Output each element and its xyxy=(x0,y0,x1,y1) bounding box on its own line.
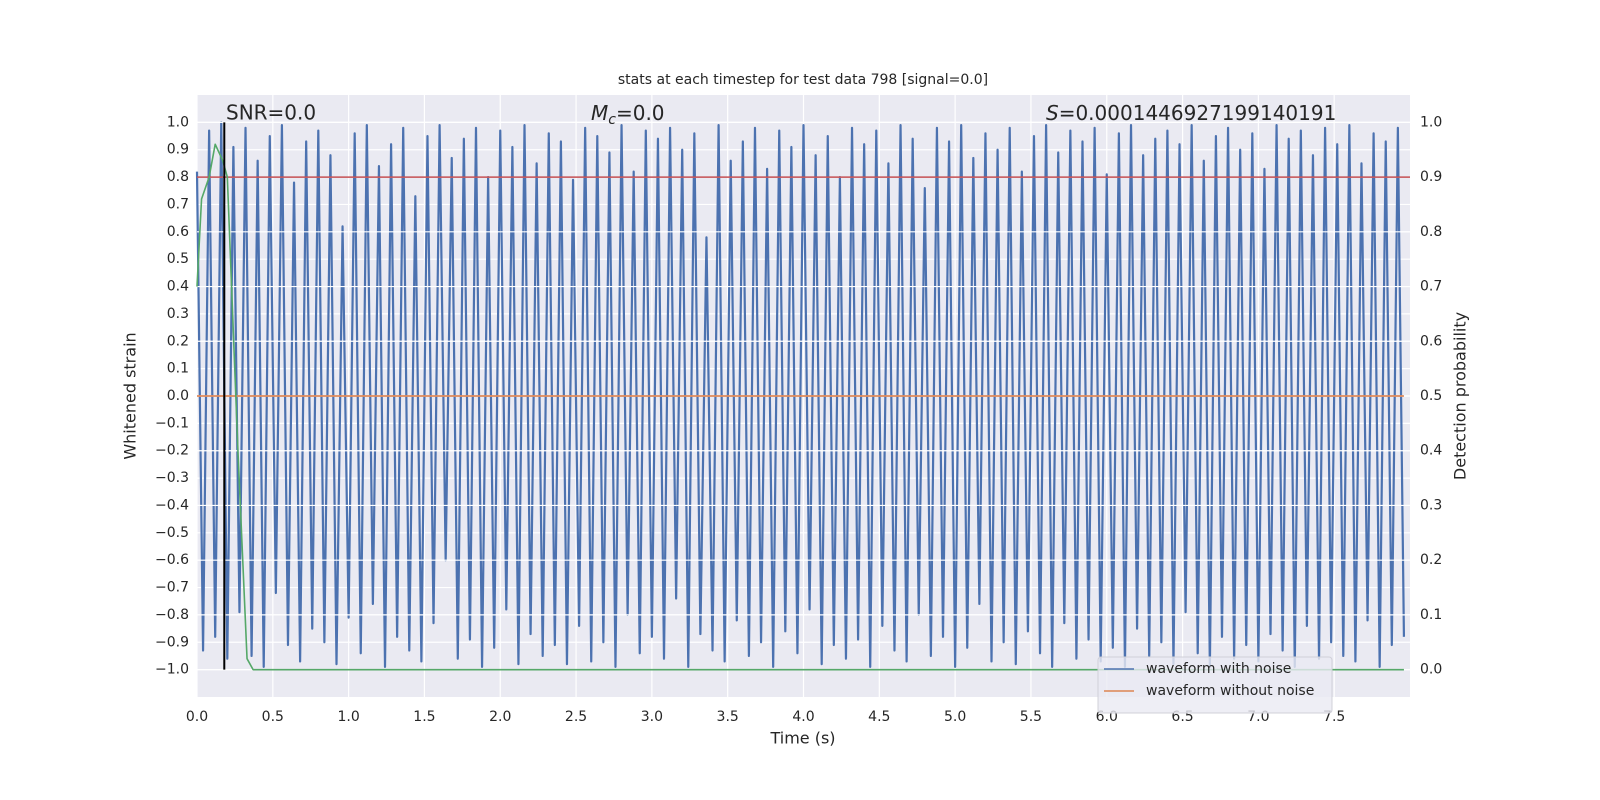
legend-label: waveform without noise xyxy=(1146,683,1314,699)
y2-tick-label: 0.5 xyxy=(1420,388,1442,404)
annotation-text: =0.0001446927199140191 xyxy=(1059,101,1337,125)
y2-tick-label: 0.0 xyxy=(1420,662,1442,678)
y2-tick-label: 0.6 xyxy=(1420,333,1442,349)
annotation-subscript: c xyxy=(608,112,616,128)
y2-tick-label: 1.0 xyxy=(1420,114,1442,130)
y2-axis-label: Detection probability xyxy=(1451,312,1470,480)
y-tick-label: −0.9 xyxy=(155,634,189,650)
x-tick-label: 4.0 xyxy=(792,709,814,725)
series-line xyxy=(195,121,1406,668)
x-tick-label: 0.0 xyxy=(186,709,208,725)
y2-tick-label: 0.3 xyxy=(1420,497,1442,513)
annotation: SNR=0.0 xyxy=(226,101,316,125)
y2-tick-label: 0.9 xyxy=(1420,169,1442,185)
y-tick-label: 0.2 xyxy=(167,333,189,349)
annotation-symbol: M xyxy=(591,101,608,125)
y2-tick-label: 0.7 xyxy=(1420,279,1442,295)
y-tick-label: −0.8 xyxy=(155,607,189,623)
x-tick-label: 2.5 xyxy=(565,709,587,725)
x-tick-label: 0.5 xyxy=(262,709,284,725)
y-tick-label: 0.0 xyxy=(167,388,189,404)
annotation: S=0.0001446927199140191 xyxy=(1046,101,1336,125)
y-tick-label: 1.0 xyxy=(167,114,189,130)
annotation: Mc=0.0 xyxy=(591,101,665,129)
x-tick-label: 1.5 xyxy=(413,709,435,725)
y2-tick-label: 0.2 xyxy=(1420,552,1442,568)
x-tick-label: 1.0 xyxy=(337,709,359,725)
legend-label: waveform with noise xyxy=(1146,661,1291,677)
y-tick-label: −0.6 xyxy=(155,552,189,568)
y-tick-label: −0.4 xyxy=(155,497,189,513)
y2-tick-label: 0.4 xyxy=(1420,443,1442,459)
y-tick-label: −0.1 xyxy=(155,415,189,431)
legend-box xyxy=(1097,656,1333,714)
x-tick-label: 5.5 xyxy=(1020,709,1042,725)
y-tick-label: −0.5 xyxy=(155,525,189,541)
y-tick-label: −1.0 xyxy=(155,662,189,678)
x-tick-label: 3.0 xyxy=(641,709,663,725)
y-tick-label: 0.9 xyxy=(167,142,189,158)
y-tick-label: −0.3 xyxy=(155,470,189,486)
annotation-text: =0.0 xyxy=(616,101,665,125)
y-tick-label: 0.8 xyxy=(167,169,189,185)
y-tick-label: 0.7 xyxy=(167,196,189,212)
y-tick-label: 0.1 xyxy=(167,361,189,377)
y2-tick-label: 0.1 xyxy=(1420,607,1442,623)
x-tick-label: 2.0 xyxy=(489,709,511,725)
y-tick-label: 0.5 xyxy=(167,251,189,267)
y-axis-label: Whitened strain xyxy=(121,332,140,459)
y-tick-label: 0.3 xyxy=(167,306,189,322)
annotation-symbol: S xyxy=(1046,101,1059,125)
x-tick-label: 3.5 xyxy=(717,709,739,725)
y-tick-label: −0.7 xyxy=(155,580,189,596)
x-tick-label: 4.5 xyxy=(868,709,890,725)
y-tick-label: 0.6 xyxy=(167,224,189,240)
x-tick-label: 5.0 xyxy=(944,709,966,725)
chart-title: stats at each timestep for test data 798… xyxy=(618,72,988,88)
y-tick-label: 0.4 xyxy=(167,279,189,295)
y2-tick-label: 0.8 xyxy=(1420,224,1442,240)
x-axis-label: Time (s) xyxy=(769,729,835,748)
y-tick-label: −0.2 xyxy=(155,443,189,459)
